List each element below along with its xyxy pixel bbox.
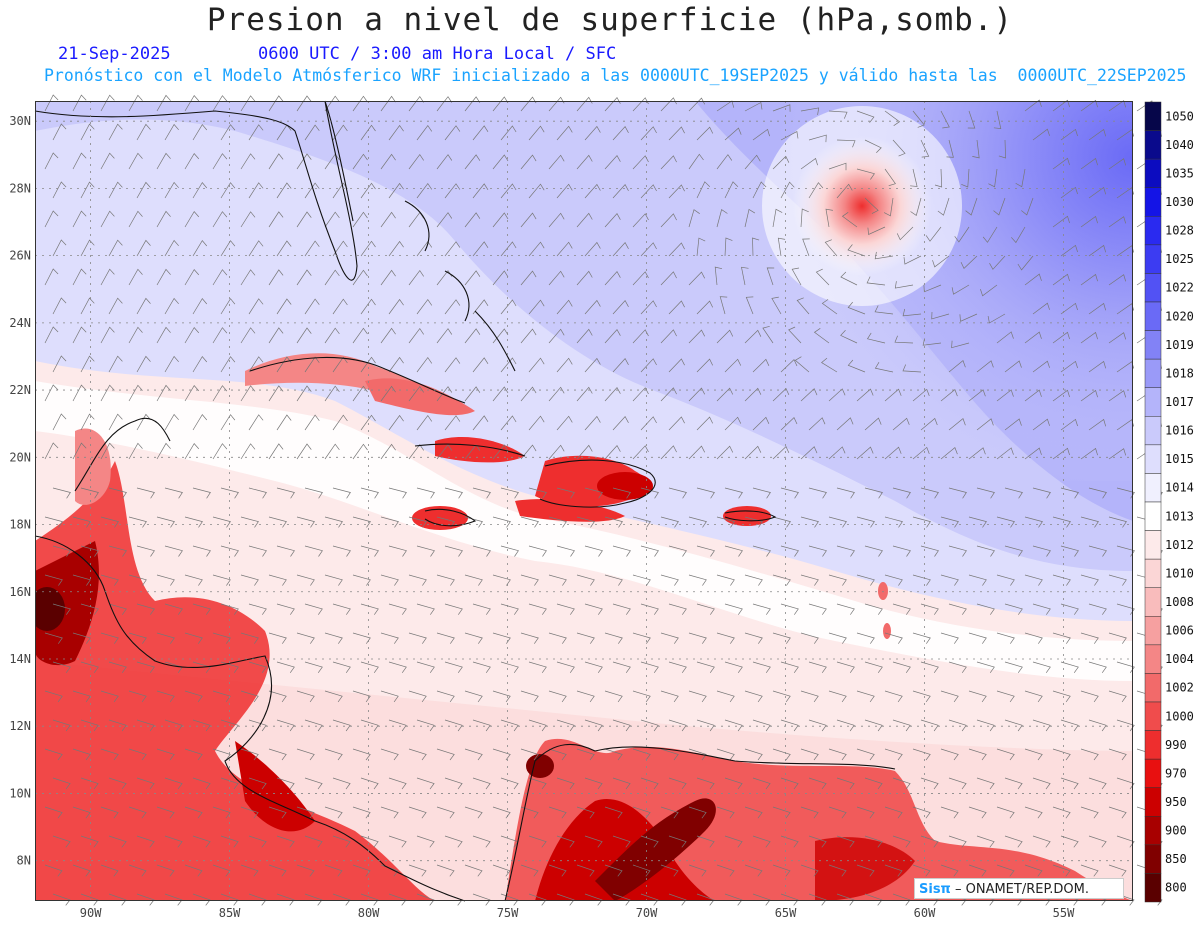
- colorbar-label: 1040: [1165, 138, 1194, 152]
- lat-label: 12N: [9, 719, 31, 733]
- colorbar-swatch: [1144, 244, 1162, 274]
- colorbar-swatch: [1144, 216, 1162, 246]
- lon-label: 70W: [636, 906, 658, 920]
- map-frame: [35, 101, 1133, 901]
- colorbar-label: 1022: [1165, 281, 1194, 295]
- colorbar-label: 1016: [1165, 424, 1194, 438]
- colorbar-swatch: [1144, 816, 1162, 846]
- colorbar-swatch: [1144, 444, 1162, 474]
- colorbar-label: 1050: [1165, 109, 1194, 123]
- colorbar-label: 1008: [1165, 595, 1194, 609]
- colorbar-label: 1006: [1165, 624, 1194, 638]
- colorbar-swatch: [1144, 701, 1162, 731]
- pressure-colorbar: 1050 1040 1035 1030 1028 1025 1022 1020 1019 1018…: [1144, 101, 1194, 903]
- lat-label: 10N: [9, 786, 31, 800]
- lon-label: 80W: [358, 906, 380, 920]
- lat-label: 26N: [9, 249, 31, 263]
- colorbar-label: 1000: [1165, 709, 1194, 723]
- forecast-subtitle: Pronóstico con el Modelo Atmósferico WRF…: [44, 66, 1187, 85]
- colorbar-label: 1014: [1165, 481, 1194, 495]
- colorbar-label: 1004: [1165, 652, 1194, 666]
- colorbar-label: 970: [1165, 766, 1187, 780]
- colorbar-label: 1019: [1165, 338, 1194, 352]
- colorbar-swatch: [1144, 787, 1162, 817]
- colorbar-swatch: [1144, 587, 1162, 617]
- wind-barbs: [44, 94, 1163, 906]
- longitude-labels: 90W 85W 80W 75W 70W 65W 60W 55W: [80, 906, 1075, 920]
- lat-label: 30N: [9, 114, 31, 128]
- colorbar-label: 1020: [1165, 309, 1194, 323]
- colorbar-swatch: [1144, 187, 1162, 217]
- colorbar-swatch: [1144, 130, 1162, 160]
- lon-label: 75W: [497, 906, 519, 920]
- colorbar-label: 800: [1165, 881, 1187, 895]
- colorbar-label: 1002: [1165, 681, 1194, 695]
- lat-label: 18N: [9, 518, 31, 532]
- colorbar-swatch: [1144, 473, 1162, 503]
- colorbar-label: 1013: [1165, 509, 1194, 523]
- colorbar-label: 1030: [1165, 195, 1194, 209]
- onamet-logo: Sisπ – ONAMET/REP.DOM.: [914, 878, 1124, 899]
- colorbar-label: 950: [1165, 795, 1187, 809]
- colorbar-swatch: [1144, 616, 1162, 646]
- colorbar-swatch: [1144, 844, 1162, 874]
- colorbar-swatch: [1144, 644, 1162, 674]
- colorbar-swatch: [1144, 273, 1162, 303]
- colorbar-swatch: [1144, 358, 1162, 388]
- colorbar-swatch: [1144, 330, 1162, 360]
- pressure-shading: [35, 101, 1133, 901]
- colorbar-label: 850: [1165, 852, 1187, 866]
- latitude-labels: 30N 28N 26N 24N 22N 20N 18N 16N 14N 12N 10N 8N: [9, 114, 31, 867]
- colorbar-swatch: [1144, 158, 1162, 188]
- lat-lon-grid: [35, 101, 1133, 901]
- lon-label: 85W: [219, 906, 241, 920]
- lon-label: 60W: [914, 906, 936, 920]
- colorbar-swatch: [1144, 301, 1162, 331]
- colorbar-swatch: [1144, 416, 1162, 446]
- map-title: Presion a nivel de superficie (hPa,somb.…: [206, 2, 1014, 38]
- colorbar-swatch: [1144, 730, 1162, 760]
- lon-label: 65W: [775, 906, 797, 920]
- lat-label: 8N: [17, 854, 31, 868]
- lon-label: 55W: [1053, 906, 1075, 920]
- colorbar-label: 1035: [1165, 166, 1194, 180]
- colorbar-label: 1018: [1165, 366, 1194, 380]
- colorbar-swatch: [1144, 530, 1162, 560]
- colorbar-swatch: [1144, 673, 1162, 703]
- coastlines: [34, 100, 896, 902]
- colorbar-label: 1015: [1165, 452, 1194, 466]
- pressure-map: 30N 28N 26N 24N 22N 20N 18N 16N 14N 12N 10N 8N 90W 8…: [9, 94, 1163, 920]
- forecast-time: 0600 UTC / 3:00 am Hora Local / SFC: [258, 44, 617, 64]
- colorbar-swatch: [1144, 501, 1162, 531]
- lat-label: 16N: [9, 585, 31, 599]
- colorbar-swatch: [1144, 558, 1162, 588]
- colorbar-label: 900: [1165, 824, 1187, 838]
- colorbar-swatch: [1144, 387, 1162, 417]
- colorbar-label: 1028: [1165, 224, 1194, 238]
- lat-label: 24N: [9, 316, 31, 330]
- colorbar-swatch: [1144, 873, 1162, 903]
- colorbar-swatch: [1144, 101, 1162, 131]
- lon-label: 90W: [80, 906, 102, 920]
- lat-label: 14N: [9, 652, 31, 666]
- forecast-date: 21-Sep-2025: [58, 44, 171, 64]
- colorbar-swatch: [1144, 758, 1162, 788]
- colorbar-label: 1017: [1165, 395, 1194, 409]
- lat-label: 28N: [9, 181, 31, 195]
- colorbar-label: 1010: [1165, 566, 1194, 580]
- lat-label: 20N: [9, 450, 31, 464]
- lat-label: 22N: [9, 383, 31, 397]
- colorbar-label: 990: [1165, 738, 1187, 752]
- colorbar-label: 1012: [1165, 538, 1194, 552]
- colorbar-label: 1025: [1165, 252, 1194, 266]
